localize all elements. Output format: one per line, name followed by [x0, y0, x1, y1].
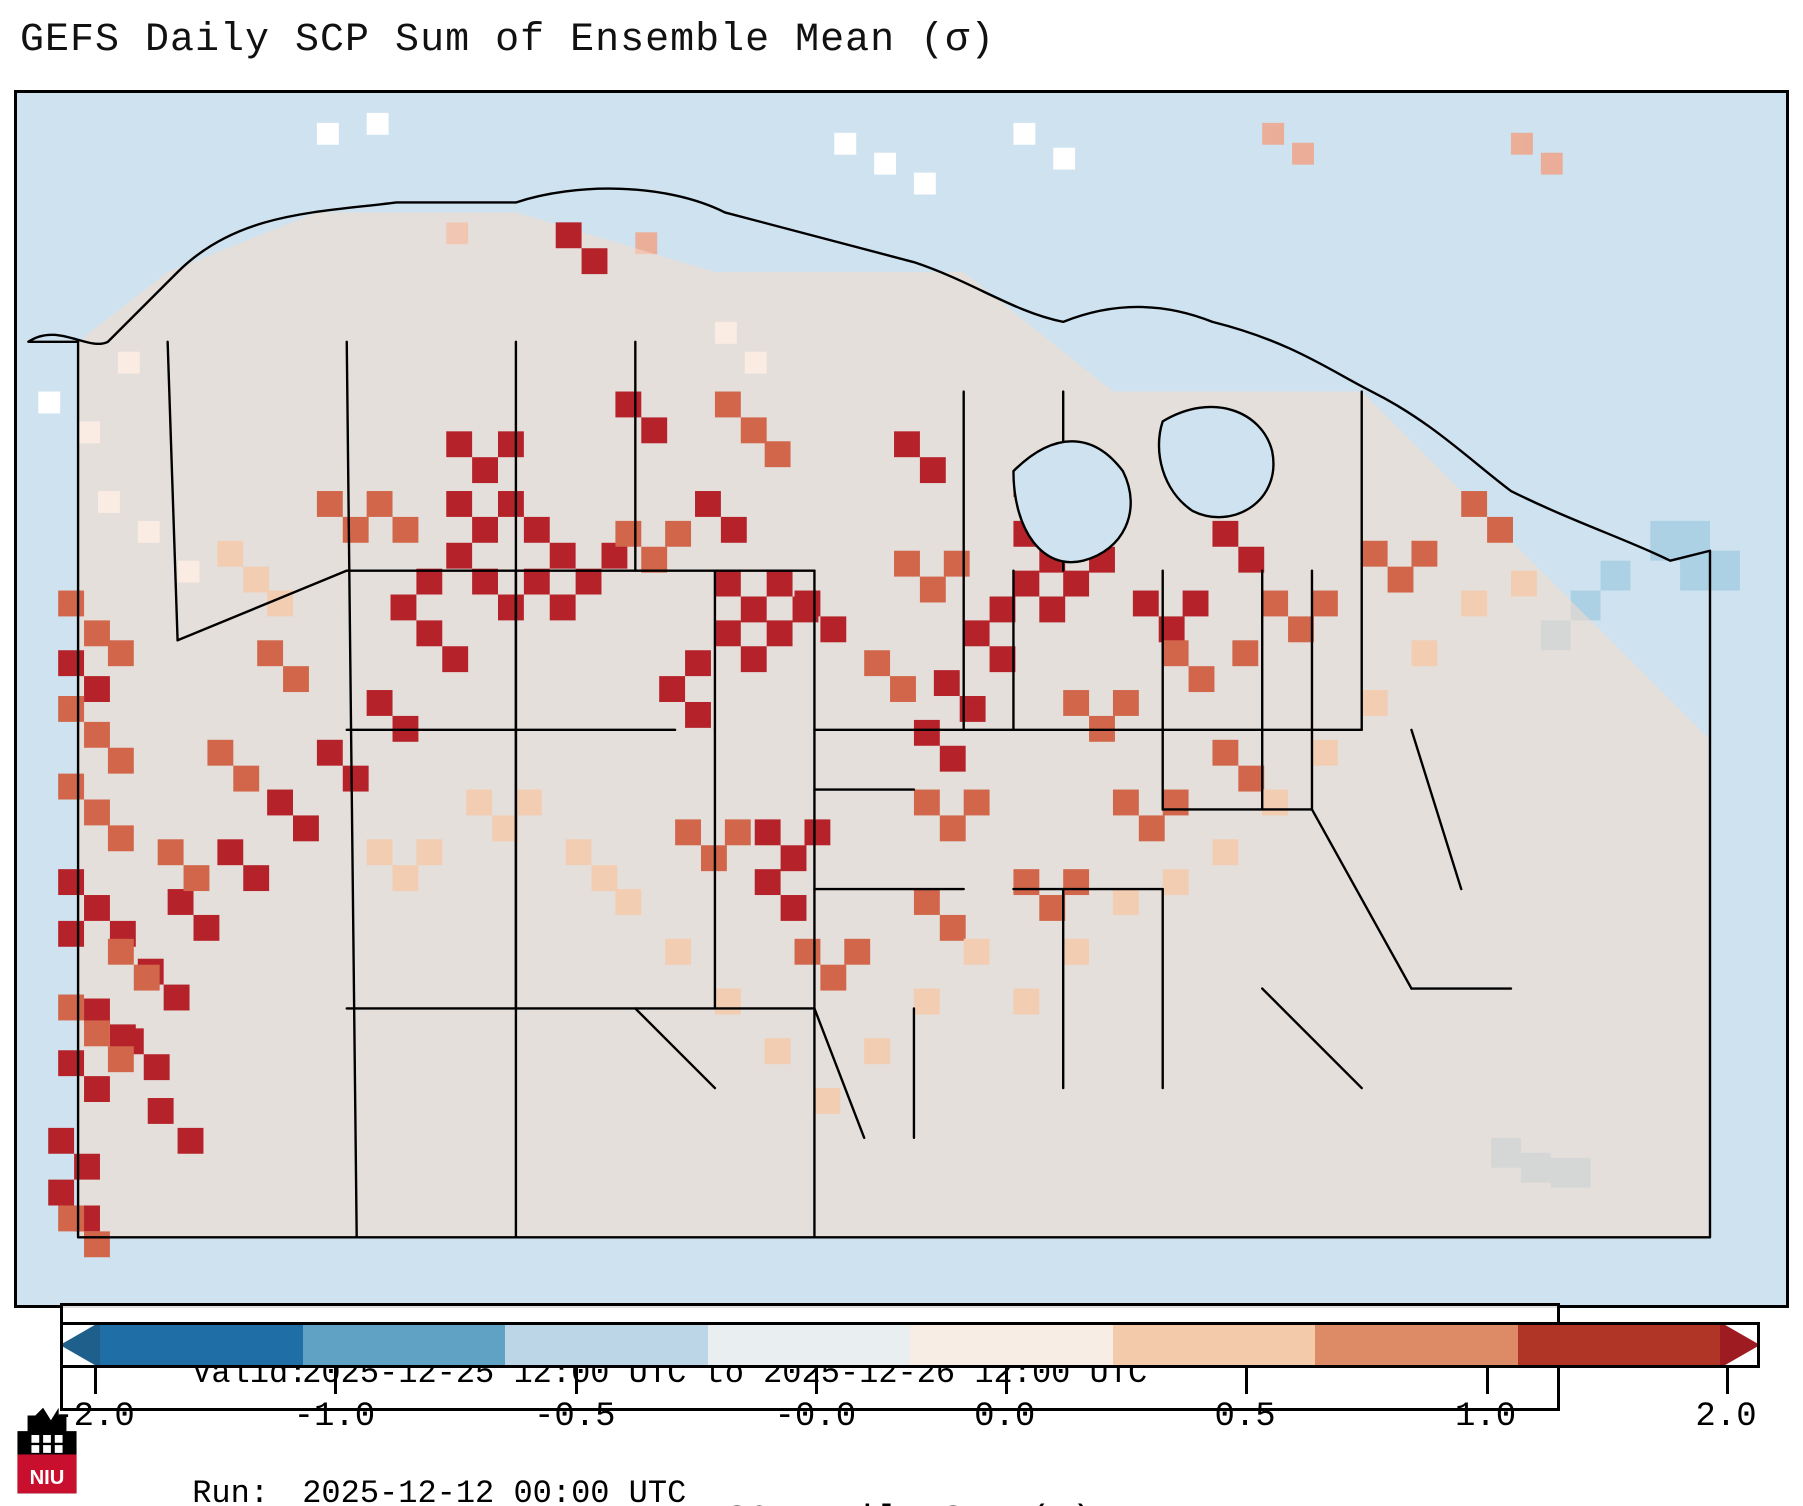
colorbar-segment-6	[1315, 1322, 1518, 1368]
colorbar-segment-3	[708, 1322, 911, 1368]
colorbar-title: SCP Daily Sum (σ)	[60, 1500, 1760, 1506]
colorbar-label-6: 1.0	[1455, 1398, 1516, 1436]
colorbar-label-2: -0.5	[534, 1398, 616, 1436]
svg-text:NIU: NIU	[30, 1467, 65, 1489]
colorbar-label-3: -0.0	[774, 1398, 856, 1436]
colorbar-segment-1	[303, 1322, 506, 1368]
colorbar-segment-5	[1113, 1322, 1316, 1368]
map-frame[interactable]	[14, 90, 1789, 1308]
chart-title: GEFS Daily SCP Sum of Ensemble Mean (σ)	[20, 18, 995, 63]
colorbar-ticks	[60, 1368, 1760, 1394]
niu-logo: NIU	[8, 1400, 86, 1498]
choropleth-map[interactable]	[17, 93, 1786, 1305]
colorbar-gradient[interactable]	[60, 1322, 1760, 1368]
colorbar-label-5: 0.5	[1214, 1398, 1275, 1436]
colorbar-segment-2	[505, 1322, 708, 1368]
colorbar-label-4: 0.0	[974, 1398, 1035, 1436]
colorbar-segment-0	[100, 1322, 303, 1368]
colorbar-group: -2.0 -1.0 -0.5 -0.0 0.0 0.5 1.0 2.0 SCP …	[60, 1322, 1760, 1506]
colorbar-arrow-low	[60, 1322, 100, 1368]
colorbar-segment-4	[910, 1322, 1113, 1368]
colorbar-label-1: -1.0	[294, 1398, 376, 1436]
colorbar-arrow-high	[1720, 1322, 1760, 1368]
colorbar-label-7: 2.0	[1695, 1398, 1756, 1436]
colorbar-labels: -2.0 -1.0 -0.5 -0.0 0.0 0.5 1.0 2.0	[60, 1398, 1760, 1448]
colorbar-segment-7	[1518, 1322, 1721, 1368]
